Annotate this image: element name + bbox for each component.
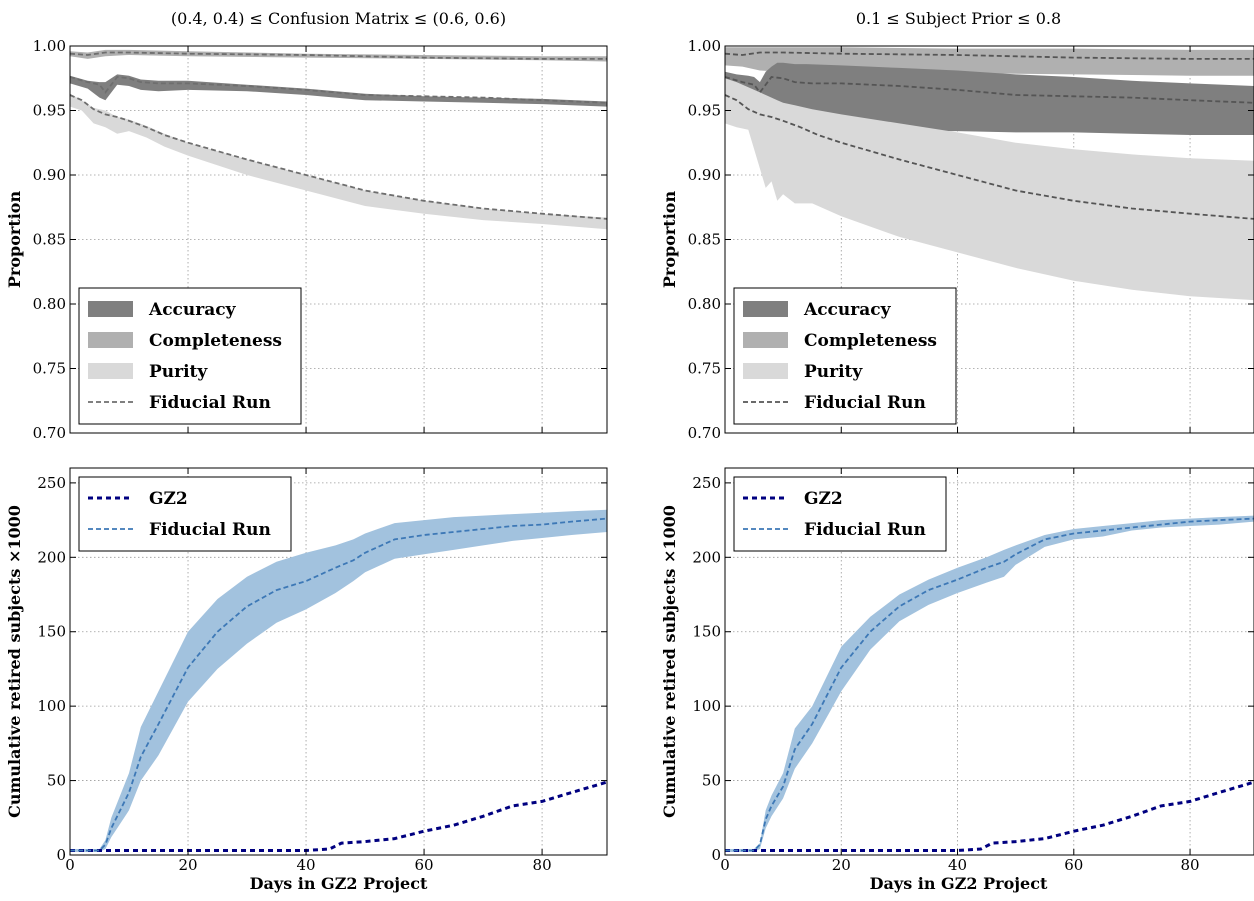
panel-bottom-right: 0 20 40 60 80 0 50 100 150 200 250 Days in GZ2 Proj… [660,467,1254,893]
y-tick-label: 0.70 [688,424,721,442]
line-fiducial-run-acc [70,76,607,104]
y-tick-label: 0.95 [688,102,721,120]
y-tick-label: 1.00 [688,37,721,55]
y-tick-label: 1.00 [33,37,66,55]
x-tick-label: 0 [720,856,730,874]
legend-label: Accuracy [148,300,237,320]
x-tick-label: 20 [832,856,851,874]
legend-box [733,476,947,552]
panel-top-left: 0.70 0.75 0.80 0.85 0.90 0.95 1.00 (0.4, 0.4) ≤… [5,9,608,442]
legend-label: Purity [149,362,208,382]
legend: GZ2 Fiducial Run [78,476,292,552]
x-tick-label: 80 [1181,856,1200,874]
panel-bottom-left: 0 20 40 60 80 0 50 100 150 200 250 Days in GZ2 Proj… [5,467,608,893]
x-tick-label: 40 [296,856,315,874]
x-tick-label: 0 [65,856,75,874]
y-tick-label: 0.75 [688,360,721,378]
axes-frame [724,467,1254,856]
legend-box [78,476,292,552]
band-purity [70,93,607,230]
y-tick-label: 0.95 [33,102,66,120]
y-tick-label: 0 [56,846,66,864]
y-tick-label: 150 [692,623,721,641]
legend-swatch [88,363,133,379]
y-tick-label: 200 [37,548,66,566]
x-tick-label: 40 [948,856,967,874]
x-axis-label: Days in GZ2 Project [250,874,428,893]
y-tick-label: 250 [37,474,66,492]
line-fiducial-run-comp [725,51,1254,60]
legend-label: GZ2 [149,489,188,509]
y-tick-label: 0.90 [688,166,721,184]
axes-frame [69,467,608,856]
y-tick-label: 0.80 [688,295,721,313]
legend-label: Fiducial Run [804,520,926,540]
y-tick-label: 200 [692,548,721,566]
band-accuracy [70,74,607,107]
y-tick-label: 0.85 [688,231,721,249]
x-tick-label: 20 [178,856,197,874]
y-tick-label: 150 [37,623,66,641]
legend: Accuracy Completeness Purity Fiducial Run [78,287,302,425]
y-axis-label: Cumulative retired subjects ×1000 [660,505,679,818]
y-tick-label: 100 [37,697,66,715]
x-axis-label: Days in GZ2 Project [870,874,1048,893]
legend-label: Fiducial Run [149,520,271,540]
y-tick-label: 0.75 [33,360,66,378]
band-fiducial-run [70,509,607,852]
line-fiducial-run-comp [70,51,607,60]
line-gz2 [725,780,1254,852]
y-axis-label: Proportion [660,191,679,289]
panel-title: (0.4, 0.4) ≤ Confusion Matrix ≤ (0.6, 0.… [171,9,506,28]
legend-swatch [88,332,133,348]
legend-swatch [88,301,133,317]
line-gz2 [70,780,607,852]
y-tick-label: 0.80 [33,295,66,313]
legend-label: Fiducial Run [149,393,271,413]
legend-swatch [743,332,788,348]
plot-area [725,515,1254,852]
plot-area [725,47,1254,301]
band-fiducial-run [725,515,1254,852]
y-tick-label: 250 [692,474,721,492]
y-tick-label: 50 [47,772,66,790]
line-fiducial-run [70,517,607,852]
legend-label: Accuracy [803,300,892,320]
legend-label: GZ2 [804,489,843,509]
legend: GZ2 Fiducial Run [733,476,947,552]
legend-label: Purity [804,362,863,382]
legend-label: Completeness [149,331,282,351]
line-fiducial-run-acc [725,76,1254,104]
legend-label: Fiducial Run [804,393,926,413]
plot-area [70,49,607,230]
y-axis-label: Proportion [5,191,24,289]
legend-swatch [743,363,788,379]
y-tick-label: 0.85 [33,231,66,249]
line-fiducial-run-pur [725,94,1254,220]
legend-swatch [743,301,788,317]
y-axis-label: Cumulative retired subjects ×1000 [5,505,24,818]
y-tick-label: 100 [692,697,721,715]
legend: Accuracy Completeness Purity Fiducial Run [733,287,957,425]
y-tick-label: 0.70 [33,424,66,442]
legend-label: Completeness [804,331,937,351]
panel-title: 0.1 ≤ Subject Prior ≤ 0.8 [856,9,1061,28]
y-tick-label: 0 [711,846,721,864]
x-tick-label: 60 [415,856,434,874]
x-tick-label: 60 [1064,856,1083,874]
band-purity [725,78,1254,301]
y-tick-label: 50 [702,772,721,790]
plot-area [70,509,607,852]
panel-top-right: 0.70 0.75 0.80 0.85 0.90 0.95 1.00 0.1 ≤ Subjec… [660,9,1254,442]
line-fiducial-run-pur [70,94,607,220]
x-tick-label: 80 [533,856,552,874]
y-tick-label: 0.90 [33,166,66,184]
